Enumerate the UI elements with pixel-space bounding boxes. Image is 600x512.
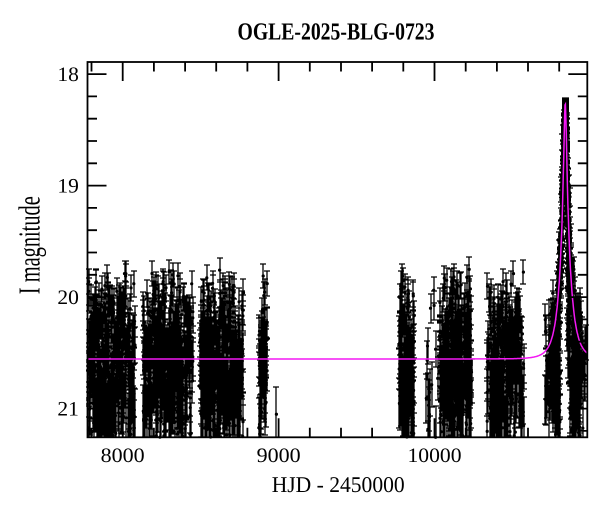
- svg-text:20: 20: [57, 287, 79, 309]
- svg-text:19: 19: [57, 176, 79, 198]
- svg-text:9000: 9000: [257, 445, 301, 467]
- svg-text:21: 21: [57, 399, 79, 421]
- svg-text:8000: 8000: [101, 445, 145, 467]
- svg-text:OGLE-2025-BLG-0723: OGLE-2025-BLG-0723: [238, 19, 435, 46]
- svg-text:10000: 10000: [408, 445, 462, 467]
- svg-text:HJD - 2450000: HJD - 2450000: [272, 472, 405, 497]
- svg-text:I magnitude: I magnitude: [12, 196, 46, 294]
- svg-text:18: 18: [57, 64, 79, 86]
